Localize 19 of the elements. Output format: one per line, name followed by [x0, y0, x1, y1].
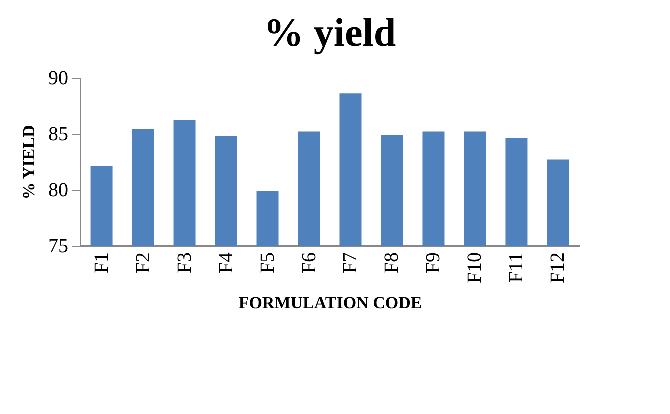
- x-tick-label: F2: [132, 252, 154, 274]
- y-tick-label: 80: [48, 180, 68, 202]
- x-tick-label: F3: [174, 252, 196, 274]
- x-tick-label: F9: [422, 252, 445, 274]
- y-tick-label: 75: [48, 236, 68, 258]
- x-tick-label: F8: [381, 252, 404, 274]
- y-tick-label: 85: [48, 124, 68, 146]
- x-axis-title: FORMULATION CODE: [238, 294, 422, 313]
- x-tick-label: F4: [215, 252, 238, 274]
- y-tick-label: 90: [48, 68, 68, 90]
- x-tick-label: F1: [90, 252, 113, 274]
- x-tick-label: F6: [298, 252, 320, 274]
- x-tick-label: F12: [547, 252, 570, 284]
- x-tick-label: F10: [464, 252, 486, 284]
- x-tick-label: F7: [340, 252, 362, 274]
- y-axis-title: % YIELD: [20, 125, 38, 200]
- chart-title: % yield: [264, 10, 396, 55]
- x-tick-label: F5: [256, 252, 279, 274]
- x-tick-label: F11: [506, 252, 528, 283]
